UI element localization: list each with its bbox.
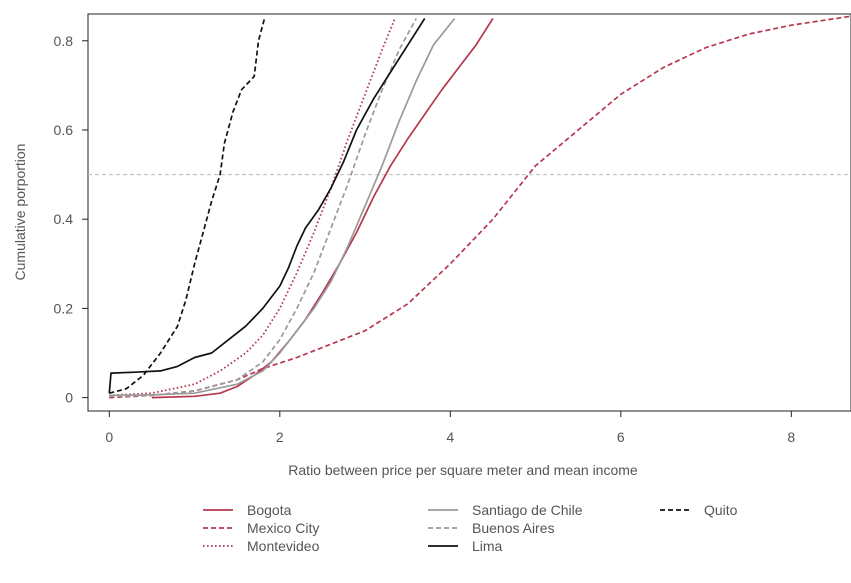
series-line-lima <box>108 18 426 394</box>
legend-label-bogota: Bogota <box>247 502 292 518</box>
series-line-santiago-de-chile <box>109 17 456 397</box>
legend-label-quito: Quito <box>704 502 738 518</box>
series-line-buenos-aires <box>109 18 417 398</box>
legend-label-santiago-de-chile: Santiago de Chile <box>472 502 583 518</box>
x-tick-label: 8 <box>787 429 795 445</box>
x-tick-label: 6 <box>617 429 625 445</box>
series-line-mexico-city <box>109 15 851 399</box>
legend-label-mexico-city: Mexico City <box>247 520 319 536</box>
legend: Bogota Mexico City Montevideo Santiago de C… <box>203 502 738 554</box>
series-line-montevideo <box>109 18 396 397</box>
y-axis-title: Cumulative porportion <box>12 144 28 281</box>
y-tick-label: 0.2 <box>54 300 74 316</box>
y-tick-label: 0 <box>65 390 73 406</box>
y-tick-label: 0.6 <box>54 122 74 138</box>
y-tick-label: 0.8 <box>54 33 74 49</box>
series-line-bogota <box>151 18 494 399</box>
legend-label-buenos-aires: Buenos Aires <box>472 520 555 536</box>
plot-frame <box>87 13 851 412</box>
x-tick-label: 4 <box>446 429 454 445</box>
y-tick-label: 0.4 <box>54 211 74 227</box>
x-axis-title: Ratio between price per square meter and… <box>288 462 638 478</box>
x-tick-label: 2 <box>276 429 284 445</box>
x-tick-label: 0 <box>105 429 113 445</box>
series-line-quito <box>109 18 266 395</box>
legend-label-montevideo: Montevideo <box>247 538 320 554</box>
legend-label-lima: Lima <box>472 538 503 554</box>
